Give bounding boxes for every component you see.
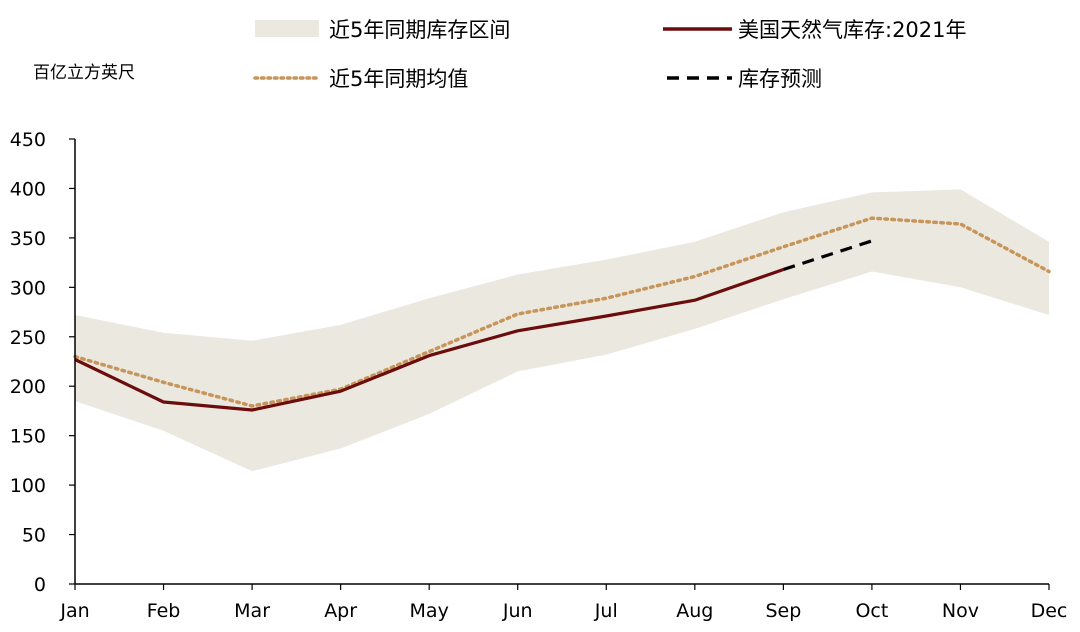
legend-label-average: 近5年同期均值	[329, 67, 468, 91]
x-tick-label: Mar	[234, 600, 270, 622]
x-tick-label: Jan	[59, 600, 89, 622]
x-tick-label: Dec	[1031, 600, 1068, 622]
series-line-forecast	[782, 239, 873, 272]
y-tick-label: 350	[10, 228, 46, 250]
y-tick-label: 0	[34, 574, 46, 596]
x-tick-label: Sep	[765, 600, 801, 622]
legend: 近5年同期库存区间 美国天然气库存:2021年 近5年同期均值 库存预测	[253, 18, 967, 91]
series-line-average	[73, 216, 1051, 408]
x-tick-label: Apr	[324, 600, 357, 622]
x-tick-label: Jun	[502, 600, 533, 622]
unit-label: 百亿立方英尺	[33, 63, 135, 83]
y-tick-label: 300	[10, 277, 46, 299]
y-tick-label: 450	[10, 129, 46, 151]
series-line-actual	[74, 267, 784, 412]
y-tick-label: 200	[10, 376, 46, 398]
y-tick-label: 50	[22, 525, 46, 547]
x-tick-label: Oct	[855, 600, 888, 622]
range-band	[75, 189, 1049, 472]
y-tick-label: 400	[10, 178, 46, 200]
plot-area: 0 50 100 150 200 250 300 350 400 450 Jan Feb Mar Apr M…	[10, 129, 1068, 622]
x-tick-label: Aug	[676, 600, 713, 622]
y-tick-label: 100	[10, 475, 46, 497]
legend-label-actual: 美国天然气库存:2021年	[738, 18, 967, 42]
legend-label-forecast: 库存预测	[738, 67, 822, 91]
x-tick-label: May	[410, 600, 449, 622]
x-tick-label: Jul	[594, 600, 618, 622]
legend-swatch-range	[255, 20, 319, 37]
legend-label-range: 近5年同期库存区间	[329, 18, 510, 42]
x-tick-label: Nov	[942, 600, 979, 622]
x-tick-label: Feb	[147, 600, 181, 622]
y-tick-label: 250	[10, 327, 46, 349]
y-tick-label: 150	[10, 426, 46, 448]
